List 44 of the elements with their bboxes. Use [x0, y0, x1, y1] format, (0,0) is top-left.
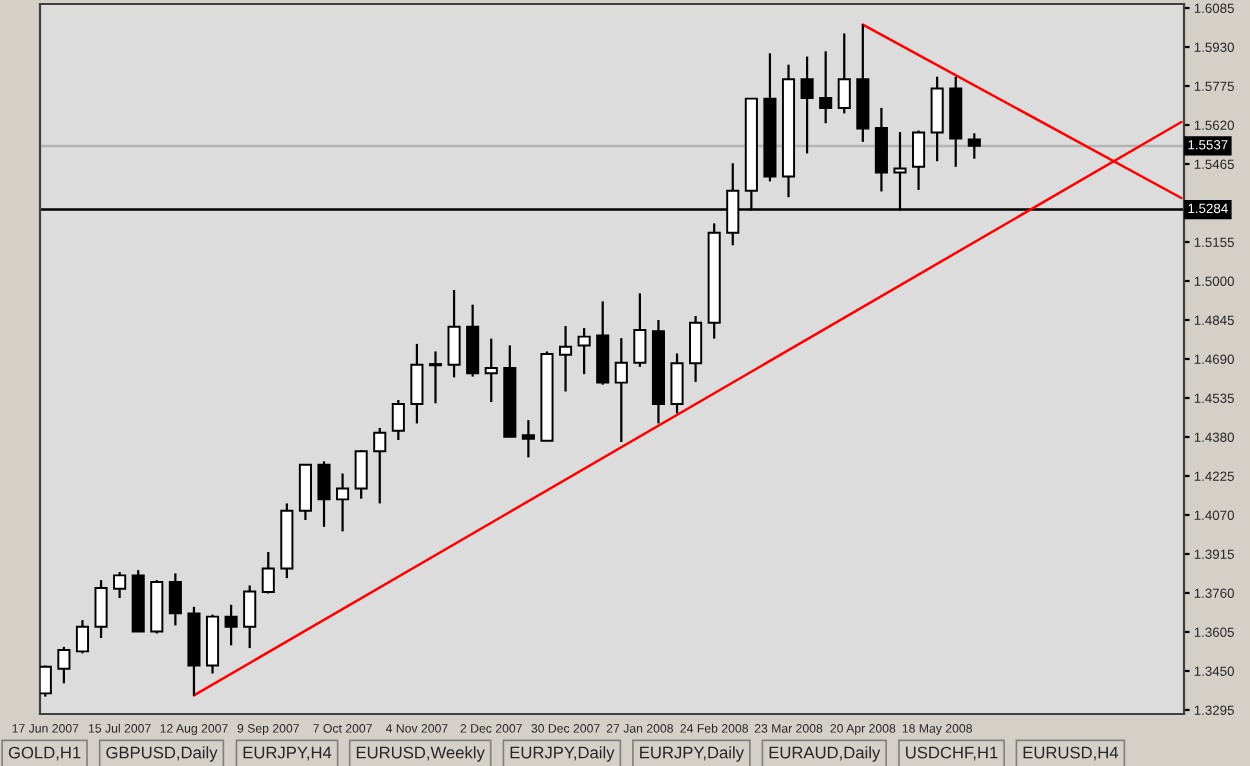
candlestick — [596, 300, 610, 386]
text: EURJPY,H4 — [243, 746, 332, 761]
candlestick — [447, 288, 461, 379]
candlestick — [428, 350, 443, 405]
text: EURJPY,Daily — [510, 746, 615, 762]
candlestick — [837, 32, 851, 115]
candlestick — [113, 570, 127, 600]
candlestick — [633, 292, 647, 368]
text: USDCHF,H1 — [906, 746, 998, 761]
candlestick — [912, 129, 926, 192]
candlestick — [559, 324, 573, 393]
candlestick — [689, 314, 703, 384]
text: EURUSD,H4 — [1023, 746, 1119, 761]
candlestick — [800, 55, 814, 155]
candlestick — [168, 572, 182, 627]
candlestick — [373, 426, 387, 505]
text: EURUSD,Weekly — [356, 746, 485, 762]
candlestick — [391, 398, 405, 442]
candlestick — [967, 132, 981, 160]
candlestick — [94, 579, 108, 640]
text: GOLD,H1 — [8, 746, 81, 761]
candlestick — [410, 342, 424, 425]
candlestick — [930, 75, 944, 163]
candlestick — [40, 664, 52, 698]
candlestick — [819, 50, 833, 125]
candlestick — [354, 448, 368, 500]
candlestick — [484, 337, 498, 404]
candlestick — [317, 460, 331, 528]
candlestick — [670, 352, 684, 415]
candlestick — [874, 106, 888, 193]
candlestick — [521, 419, 535, 459]
candlestick — [57, 645, 71, 685]
candlestick — [336, 472, 350, 533]
candlestick — [224, 603, 238, 647]
candlestick — [577, 326, 591, 376]
candlestick — [243, 584, 257, 650]
candlestick — [466, 303, 480, 378]
text: GBPUSD,Daily — [106, 746, 218, 762]
text: EURAUD,Daily — [769, 746, 881, 762]
candlestick — [298, 463, 312, 522]
candlestick — [614, 337, 628, 444]
candlestick — [261, 550, 275, 595]
candlestick — [75, 619, 90, 655]
text: EURJPY,Daily — [640, 746, 744, 762]
